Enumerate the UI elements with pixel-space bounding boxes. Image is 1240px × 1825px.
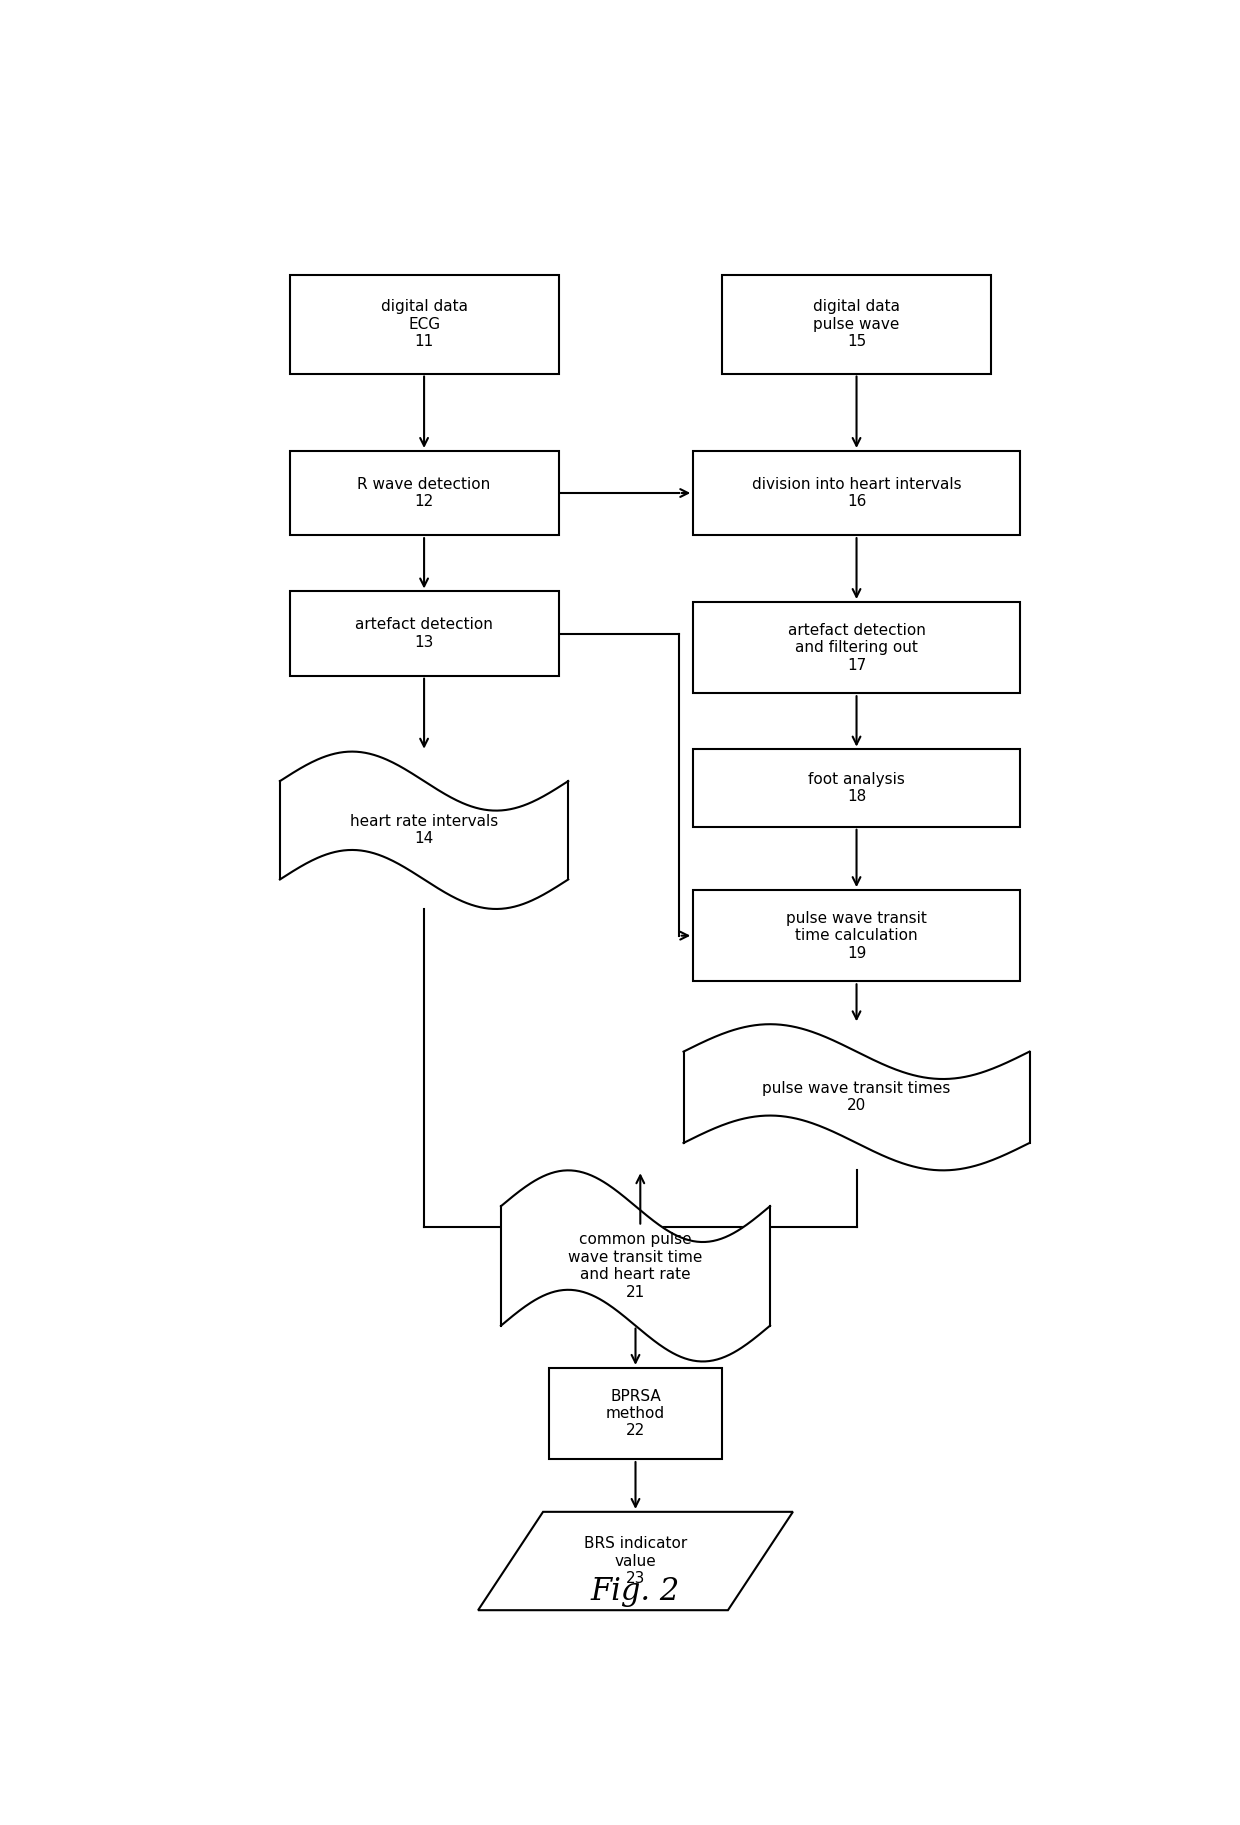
Text: Fig. 2: Fig. 2 <box>591 1577 680 1608</box>
Text: common pulse
wave transit time
and heart rate
21: common pulse wave transit time and heart… <box>568 1232 703 1299</box>
Bar <box>693 451 1019 535</box>
Bar <box>693 602 1019 694</box>
Text: R wave detection
12: R wave detection 12 <box>357 476 491 509</box>
Text: pulse wave transit
time calculation
19: pulse wave transit time calculation 19 <box>786 911 928 960</box>
Bar <box>290 451 559 535</box>
Bar <box>693 750 1019 827</box>
Bar <box>693 891 1019 982</box>
Text: digital data
pulse wave
15: digital data pulse wave 15 <box>813 299 900 349</box>
Polygon shape <box>683 1024 1029 1170</box>
Text: heart rate intervals
14: heart rate intervals 14 <box>350 814 498 847</box>
Polygon shape <box>280 752 568 909</box>
Polygon shape <box>501 1170 770 1361</box>
Bar <box>722 276 991 374</box>
Text: BPRSA
method
22: BPRSA method 22 <box>606 1389 665 1438</box>
Bar <box>549 1367 722 1460</box>
Text: foot analysis
18: foot analysis 18 <box>808 772 905 805</box>
Text: division into heart intervals
16: division into heart intervals 16 <box>751 476 961 509</box>
Text: pulse wave transit times
20: pulse wave transit times 20 <box>763 1080 951 1113</box>
Text: BRS indicator
value
23: BRS indicator value 23 <box>584 1537 687 1586</box>
Bar <box>290 591 559 675</box>
Bar <box>290 276 559 374</box>
Polygon shape <box>479 1511 792 1610</box>
Text: artefact detection
13: artefact detection 13 <box>355 617 494 650</box>
Text: artefact detection
and filtering out
17: artefact detection and filtering out 17 <box>787 622 925 672</box>
Text: digital data
ECG
11: digital data ECG 11 <box>381 299 467 349</box>
